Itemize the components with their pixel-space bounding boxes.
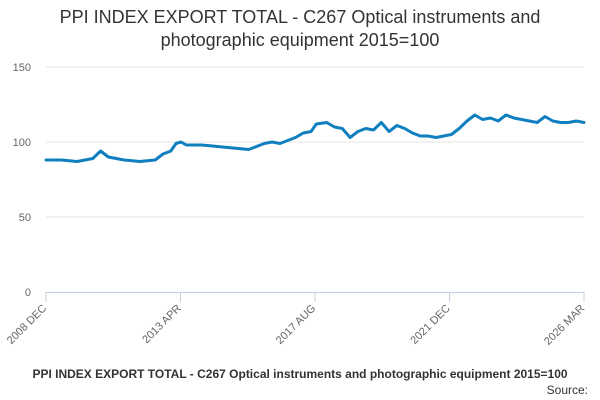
x-tick-label: 2026 MAR xyxy=(542,302,587,347)
y-tick-label: 50 xyxy=(19,212,31,224)
y-axis: 0 50 100 150 xyxy=(13,62,31,299)
source-label: Source: xyxy=(546,383,588,397)
gridlines xyxy=(46,66,584,218)
x-tick-label: 2017 AUG xyxy=(274,302,318,346)
x-axis: 2008 DEC 2013 APR 2017 AUG 2021 DEC 2026 MAR xyxy=(5,292,587,348)
x-tick-label: 2013 APR xyxy=(140,302,184,346)
y-tick-label: 100 xyxy=(13,137,31,149)
y-tick-label: 150 xyxy=(13,62,31,74)
chart-title-line-2: photographic equipment 2015=100 xyxy=(160,30,440,50)
x-tick-label: 2008 DEC xyxy=(5,302,49,346)
footer-caption: PPI INDEX EXPORT TOTAL - C267 Optical in… xyxy=(32,367,568,381)
series-line xyxy=(44,113,586,163)
chart-title-line-1: PPI INDEX EXPORT TOTAL - C267 Optical in… xyxy=(59,7,541,27)
chart-title: PPI INDEX EXPORT TOTAL - C267 Optical in… xyxy=(0,6,600,52)
y-tick-label: 0 xyxy=(25,287,31,299)
x-tick-label: 2021 DEC xyxy=(408,302,452,346)
series-polyline xyxy=(44,113,586,163)
